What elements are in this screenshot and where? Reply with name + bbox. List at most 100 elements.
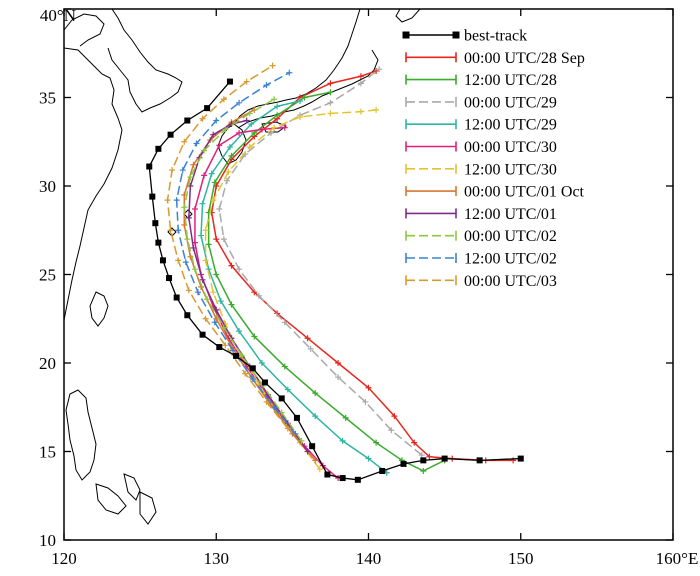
legend-label: 12:00 UTC/01 <box>464 206 557 223</box>
forecast-point <box>198 232 205 239</box>
korea-coastline <box>107 9 183 113</box>
track-series <box>164 62 291 432</box>
legend-label: best-track <box>464 28 527 45</box>
best-track-point <box>517 455 524 462</box>
best-track-point <box>146 163 153 170</box>
forecast-point <box>281 319 288 326</box>
best-track-point <box>152 220 159 227</box>
x-tick-label: 150 <box>508 549 534 568</box>
x-tick-label: 140 <box>356 549 382 568</box>
forecast-point <box>304 335 311 342</box>
forecast-point <box>213 236 220 243</box>
forecast-point <box>327 80 334 87</box>
forecast-point <box>327 110 334 117</box>
forecast-point <box>236 328 243 335</box>
legend-item: 00:00 UTC/02 <box>405 228 557 245</box>
y-tick-label: 40°N <box>40 6 76 25</box>
legend-item: 00:00 UTC/28 Sep <box>405 50 585 67</box>
forecast-point <box>213 271 220 278</box>
forecast-point <box>249 375 256 382</box>
forecast-point <box>228 152 235 159</box>
forecast-point <box>228 301 235 308</box>
y-tick-label: 30 <box>39 177 56 196</box>
forecast-point <box>357 108 364 115</box>
forecast-track-line <box>200 100 388 474</box>
forecast-track-line <box>166 65 289 429</box>
forecast-point <box>239 352 246 359</box>
best-track-point <box>293 414 300 421</box>
forecast-point <box>307 345 314 352</box>
legend-label: 00:00 UTC/28 Sep <box>464 50 585 67</box>
forecast-point <box>191 266 198 273</box>
forecast-point <box>190 244 197 251</box>
forecast-point <box>199 115 206 122</box>
mainland-coastline <box>64 47 123 321</box>
legend-label: 12:00 UTC/02 <box>464 251 557 268</box>
taiwan-coastline <box>89 291 109 327</box>
forecast-point <box>292 430 299 437</box>
forecast-point <box>202 315 209 322</box>
forecast-point <box>175 227 182 234</box>
forecast-point <box>181 204 188 211</box>
forecast-point <box>271 404 278 411</box>
legend-swatch-marker <box>402 31 410 39</box>
forecast-point <box>362 398 369 405</box>
honshu-south-coastline <box>237 49 379 129</box>
forecast-track-line <box>183 98 303 442</box>
forecast-point <box>284 425 291 432</box>
x-tick-label: 160°E <box>656 549 699 568</box>
forecast-point <box>242 370 249 377</box>
forecast-point <box>263 398 270 405</box>
forecast-point <box>210 197 217 204</box>
forecast-point <box>258 126 265 133</box>
forecast-point <box>342 414 349 421</box>
forecast-point <box>199 276 206 283</box>
best-track-point <box>400 460 407 467</box>
forecast-point <box>284 386 291 393</box>
forecast-point <box>271 96 278 103</box>
forecast-point <box>181 138 188 145</box>
forecast-point <box>226 144 233 151</box>
y-tick-label: 15 <box>39 443 56 462</box>
legend-item: 12:00 UTC/28 <box>405 72 557 89</box>
forecast-point <box>185 214 192 221</box>
forecast-point <box>286 69 293 76</box>
forecast-point <box>184 236 191 243</box>
best-track-point <box>354 476 361 483</box>
luzon-coastline <box>65 389 97 481</box>
forecast-point <box>205 241 212 248</box>
best-track-point <box>155 239 162 246</box>
best-track-point <box>249 365 256 372</box>
best-track-point <box>441 455 448 462</box>
forecast-point <box>201 147 208 154</box>
hokkaido-coastline <box>395 9 421 23</box>
best-track-point <box>226 78 233 85</box>
forecast-point <box>220 236 227 243</box>
forecast-point <box>258 360 265 366</box>
legend: best-track 00:00 UTC/28 Sep 12:00 UTC/28 00… <box>402 28 585 290</box>
forecast-point <box>220 324 227 331</box>
best-track-point <box>278 395 285 402</box>
forecast-point <box>210 131 217 138</box>
forecast-point <box>426 453 433 460</box>
forecast-point <box>202 257 209 264</box>
forecast-point <box>301 94 308 101</box>
forecast-point <box>296 113 303 120</box>
forecast-point <box>216 142 223 149</box>
forecast-point <box>201 172 208 179</box>
forecast-point <box>335 374 342 381</box>
forecast-point <box>335 360 342 366</box>
yellow-sea-coastline <box>64 13 105 47</box>
forecast-point <box>298 437 305 444</box>
tracks <box>146 62 524 483</box>
legend-label: 00:00 UTC/29 <box>464 94 557 111</box>
best-track-point <box>184 117 191 124</box>
forecast-point <box>263 82 270 89</box>
legend-item: 00:00 UTC/30 <box>405 139 557 156</box>
forecast-point <box>217 298 224 305</box>
forecast-point <box>327 99 334 106</box>
best-track-point <box>233 352 240 359</box>
forecast-point <box>274 112 281 119</box>
forecast-point <box>373 439 380 446</box>
forecast-point <box>278 409 285 416</box>
